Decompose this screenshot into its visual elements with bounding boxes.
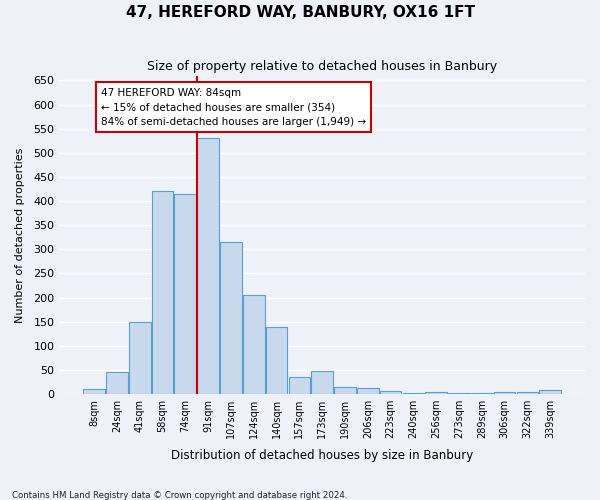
Bar	[448, 393, 470, 394]
Bar	[471, 393, 493, 394]
Bar	[539, 390, 561, 394]
Bar	[517, 392, 538, 394]
Bar	[197, 138, 219, 394]
Bar	[403, 393, 424, 394]
Text: Contains HM Land Registry data © Crown copyright and database right 2024.: Contains HM Land Registry data © Crown c…	[12, 490, 347, 500]
Bar	[220, 242, 242, 394]
Bar	[106, 372, 128, 394]
Bar	[243, 295, 265, 394]
Bar	[494, 392, 515, 394]
Bar	[129, 322, 151, 394]
Y-axis label: Number of detached properties: Number of detached properties	[15, 147, 25, 322]
Bar	[152, 192, 173, 394]
Bar	[289, 378, 310, 394]
Bar	[357, 388, 379, 394]
X-axis label: Distribution of detached houses by size in Banbury: Distribution of detached houses by size …	[171, 450, 473, 462]
Title: Size of property relative to detached houses in Banbury: Size of property relative to detached ho…	[147, 60, 497, 73]
Bar	[380, 392, 401, 394]
Bar	[425, 392, 447, 394]
Bar	[175, 194, 196, 394]
Text: 47 HEREFORD WAY: 84sqm
← 15% of detached houses are smaller (354)
84% of semi-de: 47 HEREFORD WAY: 84sqm ← 15% of detached…	[101, 88, 366, 127]
Bar	[83, 390, 105, 394]
Text: 47, HEREFORD WAY, BANBURY, OX16 1FT: 47, HEREFORD WAY, BANBURY, OX16 1FT	[125, 5, 475, 20]
Bar	[266, 326, 287, 394]
Bar	[334, 387, 356, 394]
Bar	[311, 371, 333, 394]
